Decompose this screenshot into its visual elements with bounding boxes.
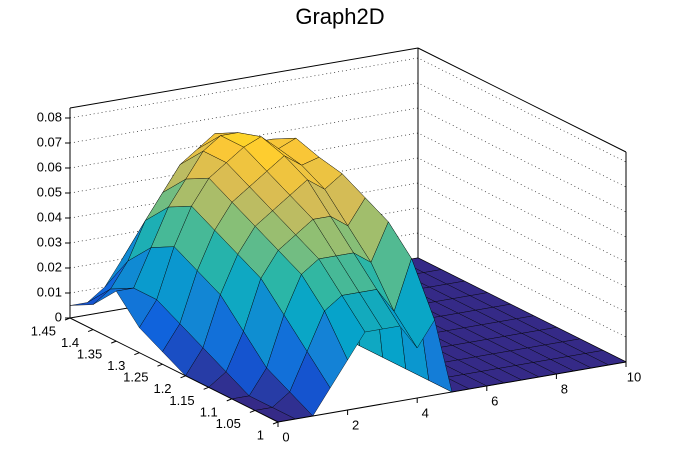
grid-line	[69, 182, 627, 288]
z-tick-label: 0.02	[37, 259, 62, 274]
x-tick-label: 0	[282, 429, 289, 444]
grid-line	[69, 82, 627, 188]
grid-line	[69, 157, 627, 263]
z-tick-label: 0.04	[37, 209, 62, 224]
z-tick-label: 0.01	[37, 284, 62, 299]
grid-line	[69, 57, 627, 163]
y-tick	[249, 409, 256, 413]
y-tick	[64, 317, 71, 321]
chart-title: Graph2D	[295, 4, 384, 29]
z-tick-label: 0.08	[37, 109, 62, 124]
y-tick-label: 1.4	[61, 335, 79, 350]
y-tick-label: 1.35	[77, 347, 102, 362]
x-tick-label: 4	[422, 405, 429, 420]
grid-line	[69, 232, 627, 338]
y-tick-label: 1.25	[123, 370, 148, 385]
y-tick	[226, 398, 232, 402]
x-tick-label: 6	[491, 393, 498, 408]
y-tick	[111, 340, 117, 344]
box-edge	[69, 47, 419, 109]
y-tick-label: 1.15	[169, 393, 194, 408]
y-tick	[272, 421, 279, 425]
y-tick-label: 1.45	[31, 323, 56, 338]
y-axis	[69, 317, 279, 423]
box-edge	[417, 47, 627, 153]
z-tick-label: 0.03	[37, 234, 62, 249]
x-tick-label: 8	[561, 381, 568, 396]
grid-line	[69, 207, 627, 313]
y-tick-label: 1.3	[107, 358, 125, 373]
z-tick-label: 0.06	[37, 159, 62, 174]
y-tick	[180, 375, 186, 379]
y-tick	[87, 329, 94, 333]
x-tick-label: 2	[352, 417, 359, 432]
grid-line	[69, 132, 627, 238]
x-axis	[277, 361, 627, 423]
x-tick-label: 10	[627, 369, 641, 384]
y-tick	[157, 363, 163, 367]
y-tick	[203, 386, 209, 390]
z-tick-label: 0.07	[37, 134, 62, 149]
y-tick-label: 1.1	[200, 404, 218, 419]
y-tick-label: 1.2	[153, 381, 171, 396]
y-tick-label: 1.05	[216, 416, 241, 431]
grid-line	[69, 107, 627, 213]
z-tick-label: 0.05	[37, 184, 62, 199]
y-tick	[134, 352, 140, 356]
z-tick-label: 0	[55, 309, 62, 324]
y-tick-label: 1	[257, 427, 264, 442]
